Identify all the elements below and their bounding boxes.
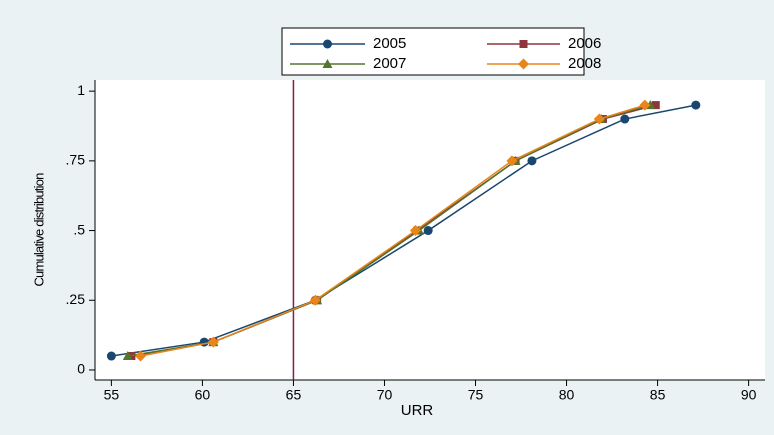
data-point: [651, 101, 660, 110]
legend-marker: [323, 39, 332, 49]
x-tick-label: 90: [741, 387, 757, 403]
data-point: [199, 337, 209, 347]
y-tick-label: .75: [66, 152, 86, 168]
legend-label: 2007: [373, 55, 406, 72]
data-point: [309, 294, 321, 306]
y-tick-label: 1: [77, 82, 85, 98]
x-tick-label: 65: [286, 387, 302, 403]
y-tick-label: 0: [77, 361, 85, 377]
data-point: [106, 351, 116, 361]
x-axis-label: URR: [401, 402, 434, 419]
legend: [281, 27, 585, 76]
y-tick-label: .25: [66, 291, 86, 307]
x-tick-label: 70: [377, 387, 393, 403]
x-tick-label: 75: [468, 387, 484, 403]
y-axis-label: Cumulative distribution: [31, 173, 46, 287]
data-point: [506, 155, 518, 167]
legend-marker: [518, 58, 529, 70]
data-point: [207, 336, 219, 348]
legend-label: 2006: [568, 35, 601, 52]
legend-marker: [519, 40, 528, 48]
legend-marker: [322, 59, 333, 68]
data-point: [593, 113, 605, 125]
legend-label: 2008: [568, 55, 601, 72]
x-tick-label: 80: [559, 387, 575, 403]
data-point: [639, 99, 651, 111]
y-tick-label: .5: [73, 221, 85, 237]
data-point: [423, 226, 433, 236]
data-point: [527, 156, 537, 166]
x-tick-label: 85: [650, 387, 666, 403]
data-point: [122, 351, 133, 361]
x-tick-label: 55: [104, 387, 120, 403]
data-point: [620, 114, 630, 124]
x-tick-label: 60: [195, 387, 211, 403]
data-point: [691, 100, 701, 110]
data-point: [135, 350, 147, 362]
legend-label: 2005: [373, 35, 406, 52]
data-point: [409, 225, 421, 237]
